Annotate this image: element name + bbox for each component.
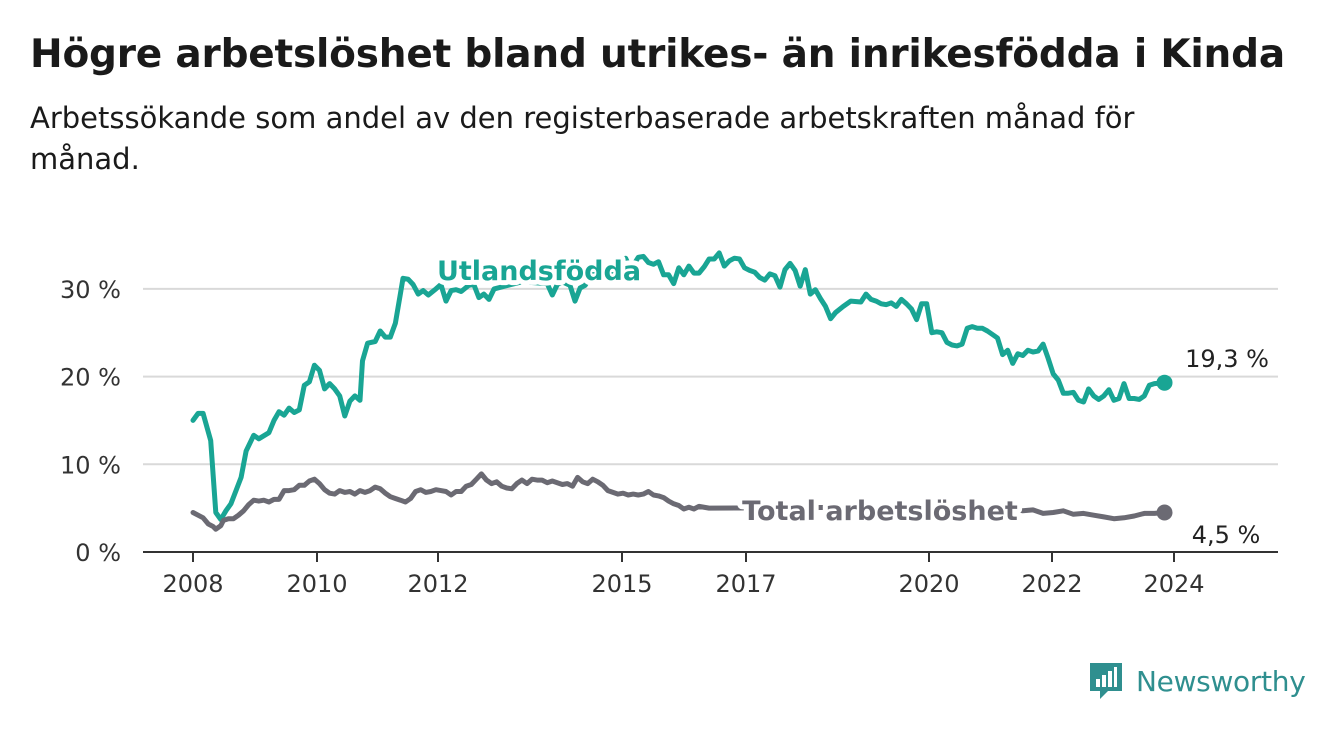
y-axis: 0 % 10 % 20 % 30 % <box>60 276 121 567</box>
end-label-total: 4,5 % <box>1192 521 1261 549</box>
x-axis: 2008 2010 2012 2015 2017 2020 2022 2024 <box>143 551 1278 598</box>
y-tick-label: 0 % <box>75 539 121 567</box>
series-label-utlandsfodda-halo: Utlandsfödda <box>437 256 641 287</box>
end-point-utlandsfodda <box>1156 374 1173 391</box>
x-tick-label: 2017 <box>715 570 776 598</box>
end-point-total <box>1156 504 1173 521</box>
end-label-total-halo: 4,5 % <box>1192 521 1261 549</box>
series-line-utlandsfodda <box>190 250 1167 522</box>
end-label-utlandsfodda: 19,3 % <box>1185 345 1269 373</box>
series-label-total-halo: Total arbetslöshet <box>742 496 1018 527</box>
brand-name: Newsworthy <box>1136 664 1306 698</box>
chart-title: Högre arbetslöshet bland utrikes- än inr… <box>30 32 1285 77</box>
x-tick-label: 2015 <box>591 570 652 598</box>
bar-chart-logo-icon <box>1090 663 1122 699</box>
x-tick-label: 2020 <box>898 570 959 598</box>
y-tick-label: 20 % <box>60 364 121 392</box>
x-tick-label: 2012 <box>407 570 468 598</box>
y-tick-label: 30 % <box>60 276 121 304</box>
brand: Newsworthy <box>1088 661 1306 701</box>
chart-series <box>190 250 1173 532</box>
chart-subtitle: Arbetssökande som andel av den registerb… <box>30 101 1135 176</box>
series-line-total <box>190 471 1167 532</box>
x-tick-label: 2024 <box>1143 570 1204 598</box>
y-tick-label: 10 % <box>60 451 121 479</box>
x-tick-label: 2022 <box>1021 570 1082 598</box>
x-tick-label: 2008 <box>162 570 223 598</box>
chart-grid <box>143 287 1278 466</box>
end-label-utlandsfodda-halo: 19,3 % <box>1185 345 1269 373</box>
series-label-total: Total arbetslöshet <box>742 496 1018 527</box>
x-tick-label: 2010 <box>286 570 347 598</box>
series-label-utlandsfodda: Utlandsfödda <box>437 256 641 287</box>
